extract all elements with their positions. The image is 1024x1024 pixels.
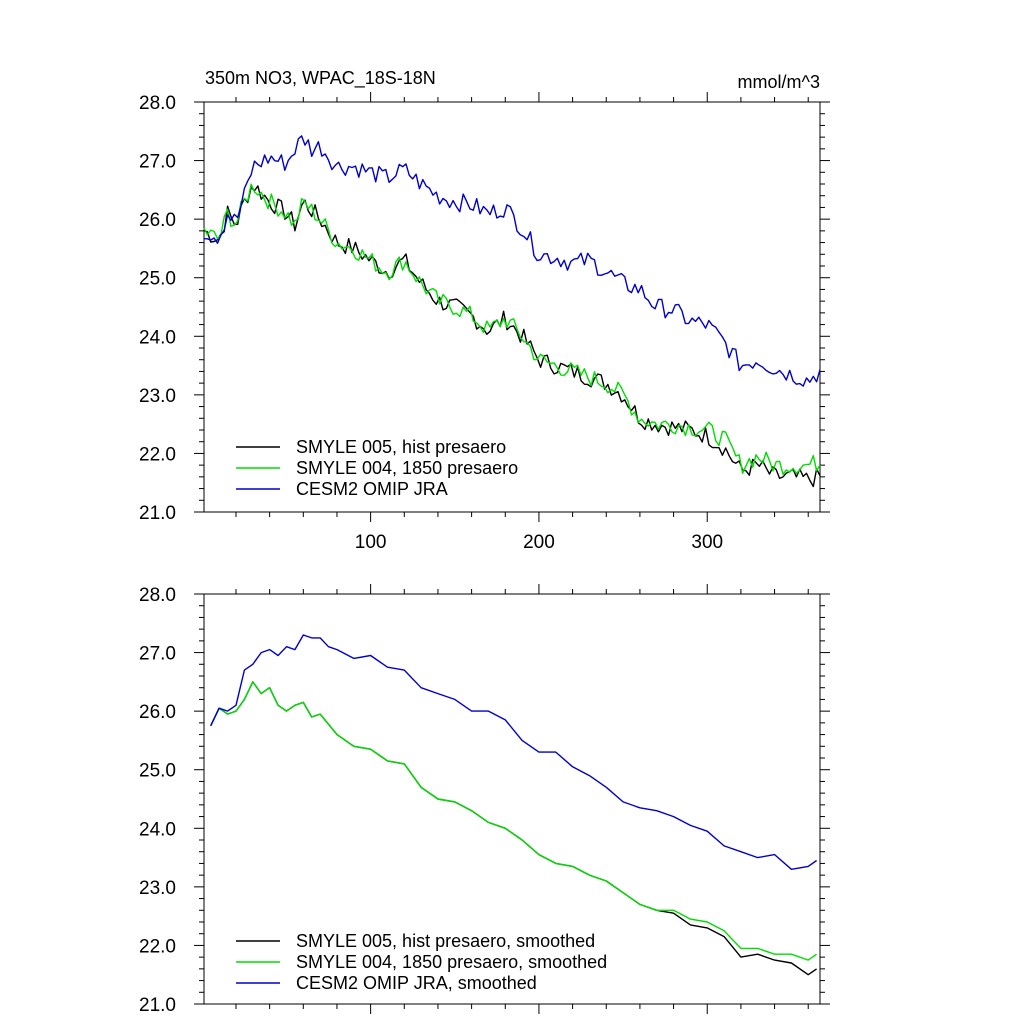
y-tick-label: 28.0 bbox=[139, 93, 176, 114]
y-tick-label: 28.0 bbox=[139, 585, 176, 606]
y-tick-label: 23.0 bbox=[139, 878, 176, 899]
x-tick-label: 300 bbox=[691, 532, 723, 553]
plot-frame bbox=[203, 101, 821, 513]
bottom-panel: 21.0 22.0 23.0 24.0 25.0 26.0 27.0 28.0 SMYLE 00… bbox=[139, 584, 830, 1016]
y-tick-label: 26.0 bbox=[139, 210, 176, 231]
legend-label: SMYLE 005, hist presaero, smoothed bbox=[296, 931, 595, 951]
legend-label: SMYLE 005, hist presaero bbox=[296, 437, 506, 457]
plot-frame bbox=[203, 593, 821, 1005]
x-tick-label: 100 bbox=[355, 532, 387, 553]
y-tick-label: 27.0 bbox=[139, 644, 176, 665]
series-line-2 bbox=[210, 634, 818, 870]
y-tick-label: 23.0 bbox=[139, 386, 176, 407]
y-tick-label: 22.0 bbox=[139, 936, 176, 957]
series-line-2 bbox=[203, 135, 821, 387]
top-panel: 21.0 22.0 23.0 24.0 25.0 26.0 27.0 28.0 100 200 30… bbox=[139, 92, 830, 553]
units-label: mmol/m^3 bbox=[738, 72, 820, 92]
legend-label: CESM2 OMIP JRA bbox=[296, 479, 448, 499]
y-tick-label: 24.0 bbox=[139, 327, 176, 348]
legend-label: SMYLE 004, 1850 presaero bbox=[296, 458, 518, 478]
legend-label: SMYLE 004, 1850 presaero, smoothed bbox=[296, 952, 607, 972]
legend-label: CESM2 OMIP JRA, smoothed bbox=[296, 973, 537, 993]
y-tick-label: 22.0 bbox=[139, 444, 176, 465]
series-line-1 bbox=[210, 681, 818, 961]
y-tick-label: 24.0 bbox=[139, 819, 176, 840]
y-tick-label: 27.0 bbox=[139, 152, 176, 173]
y-tick-label: 26.0 bbox=[139, 702, 176, 723]
series-line-1 bbox=[203, 183, 821, 475]
y-tick-label: 25.0 bbox=[139, 269, 176, 290]
y-tick-label: 25.0 bbox=[139, 761, 176, 782]
y-tick-label: 21.0 bbox=[139, 995, 176, 1016]
chart-title: 350m NO3, WPAC_18S-18N bbox=[205, 68, 436, 89]
x-tick-label: 200 bbox=[523, 532, 555, 553]
y-tick-label: 21.0 bbox=[139, 503, 176, 524]
